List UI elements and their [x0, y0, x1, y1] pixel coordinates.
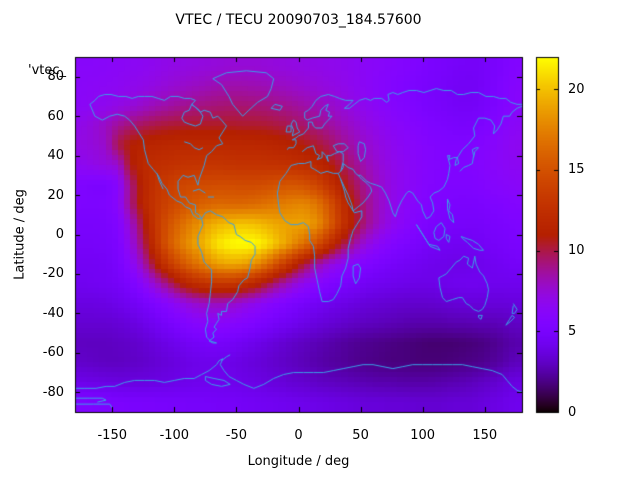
x-axis-label: Longitude / deg [247, 454, 350, 469]
x-tick-label: 150 [472, 428, 498, 443]
y-tick-label: -20 [42, 266, 64, 282]
colorbar-tick-label: 15 [568, 162, 585, 178]
x-tick-label: 50 [352, 428, 369, 443]
x-tick-label: -50 [225, 428, 248, 443]
colorbar-tick-label: 5 [568, 323, 577, 339]
colorbar-tick-label: 10 [568, 243, 585, 259]
x-tick-label: 100 [410, 428, 436, 443]
y-tick-label: -80 [42, 384, 64, 400]
y-tick-label: 80 [47, 69, 64, 85]
x-tick-label: -100 [159, 428, 190, 443]
y-tick-label: 0 [55, 227, 64, 242]
y-tick-label: -60 [42, 345, 64, 361]
colorbar-tick-label: 20 [568, 81, 585, 97]
colorbar-tick-label: 0 [568, 404, 577, 420]
y-tick-label: 20 [47, 187, 64, 203]
y-tick-label: 60 [47, 108, 64, 124]
chart-title: VTEC / TECU 20090703_184.57600 [175, 12, 422, 28]
x-tick-label: 0 [294, 428, 303, 443]
key-label: 'vtec_ [28, 63, 67, 78]
x-tick-label: -150 [97, 428, 127, 443]
y-tick-label: -40 [42, 305, 64, 321]
y-tick-label: 40 [47, 148, 64, 164]
